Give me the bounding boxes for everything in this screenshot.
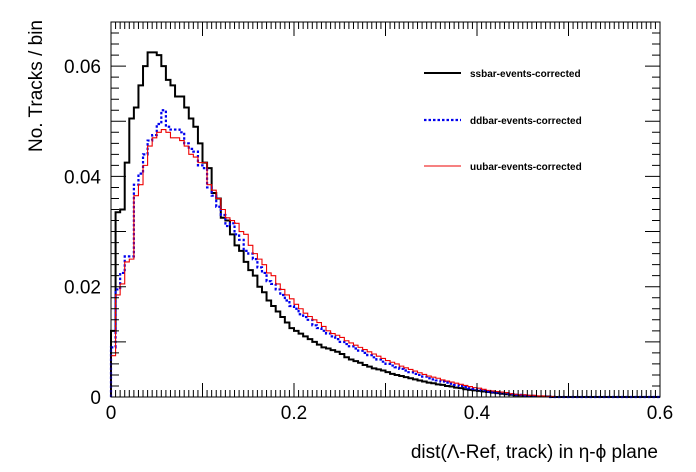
legend-entry: ddbar-events-corrected (424, 116, 582, 127)
legend-entry: ssbar-events-corrected (424, 69, 581, 80)
axis-tick-labels: 0 0.2 0.4 0.6 0 0.02 0.04 0.06 (64, 57, 673, 424)
y-tick-label: 0 (90, 388, 101, 409)
tick-marks (110, 21, 661, 398)
y-tick-label: 0.02 (64, 278, 101, 299)
x-tick-label: 0.2 (281, 403, 307, 424)
axis-ticks (110, 21, 661, 398)
y-tick-label: 0.04 (64, 167, 101, 188)
legend-label: uubar-events-corrected (470, 162, 582, 173)
x-tick-label: 0.6 (647, 403, 673, 424)
x-tick-label: 0 (106, 403, 117, 424)
legend-label: ssbar-events-corrected (470, 69, 581, 80)
y-tick-label: 0.06 (64, 57, 101, 78)
legend-label: ddbar-events-corrected (470, 116, 582, 127)
x-tick-label: 0.4 (464, 403, 491, 424)
series-line-ddbar-events-corrected (109, 109, 660, 399)
x-axis-label: dist(Λ-Ref, track) in η-ϕ plane (411, 442, 658, 463)
legend-entry: uubar-events-corrected (424, 162, 582, 173)
legend: ssbar-events-corrected ddbar-events-corre… (424, 69, 582, 173)
y-axis-label: No. Tracks / bin (26, 20, 47, 152)
